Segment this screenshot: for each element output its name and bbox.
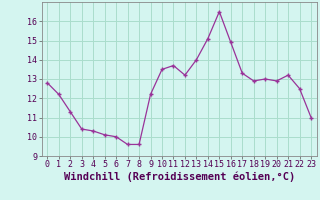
- X-axis label: Windchill (Refroidissement éolien,°C): Windchill (Refroidissement éolien,°C): [64, 172, 295, 182]
